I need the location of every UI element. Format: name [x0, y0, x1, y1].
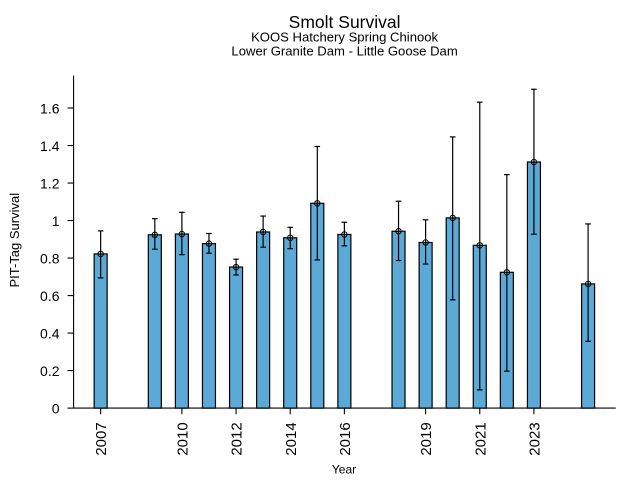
svg-text:PIT-Tag Survival: PIT-Tag Survival: [7, 193, 22, 288]
svg-text:1.6: 1.6: [40, 101, 60, 117]
svg-text:1.4: 1.4: [40, 138, 60, 154]
svg-text:2021: 2021: [472, 422, 489, 455]
svg-text:0.4: 0.4: [40, 326, 60, 342]
svg-text:2010: 2010: [174, 422, 191, 455]
svg-text:2019: 2019: [418, 422, 435, 455]
svg-text:KOOS Hatchery Spring Chinook: KOOS Hatchery Spring Chinook: [251, 30, 438, 45]
svg-text:0.6: 0.6: [40, 288, 60, 304]
svg-text:2007: 2007: [93, 422, 110, 455]
svg-text:2023: 2023: [527, 422, 544, 455]
svg-text:Lower Granite Dam - Little Goo: Lower Granite Dam - Little Goose Dam: [231, 44, 457, 59]
svg-text:Smolt Survival: Smolt Survival: [289, 12, 401, 32]
svg-text:0: 0: [52, 401, 60, 417]
svg-text:0.2: 0.2: [40, 363, 60, 379]
svg-text:2016: 2016: [337, 422, 354, 455]
svg-text:1.2: 1.2: [40, 176, 60, 192]
svg-text:0.8: 0.8: [40, 251, 60, 267]
svg-text:2012: 2012: [229, 422, 246, 455]
svg-text:Year: Year: [332, 463, 356, 477]
svg-text:2014: 2014: [283, 422, 300, 455]
svg-text:1: 1: [52, 213, 60, 229]
